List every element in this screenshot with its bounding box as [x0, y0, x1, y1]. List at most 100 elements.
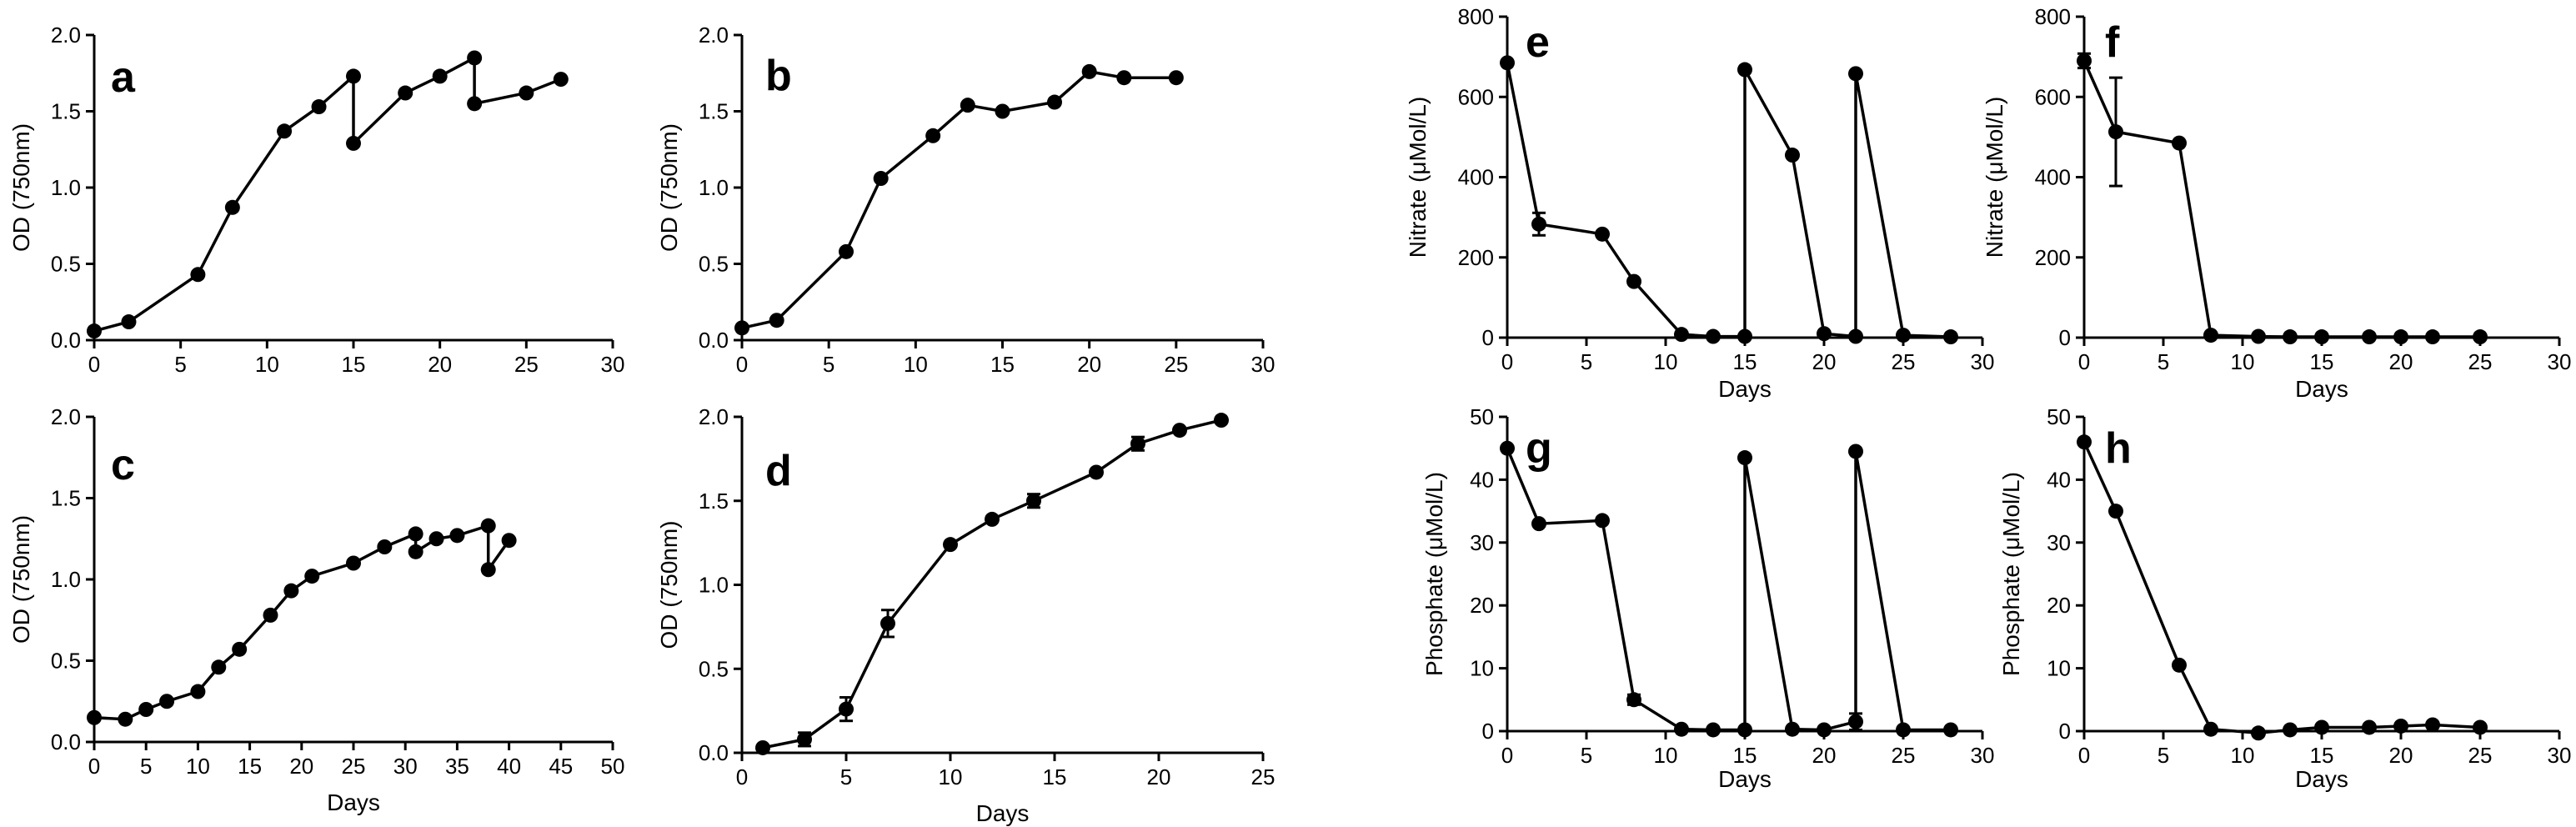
data-point [2473, 329, 2488, 345]
data-point [839, 701, 854, 717]
data-point [1848, 714, 1863, 729]
data-point [1168, 70, 1184, 86]
data-point [138, 702, 154, 717]
data-point [346, 555, 361, 571]
panel-f: 0 5 10 15 20 25 30 0 200 400 600 800 Nitrate (μMol/L… [1982, 4, 2571, 402]
x-axis-title: Days [2295, 766, 2348, 792]
x-tick-label: 20 [1812, 743, 1837, 768]
x-tick-label: 20 [2389, 349, 2413, 374]
x-axis-title: Days [1718, 766, 1772, 792]
y-tick-label: 600 [1458, 84, 1494, 109]
y-tick-label: 0.5 [699, 656, 729, 681]
panel-d: 0 5 10 15 20 25 0.0 0.5 1.0 1.5 2.0 OD (750nm) Days d [656, 404, 1275, 826]
y-tick-label: 0.5 [51, 252, 81, 277]
data-point [2251, 725, 2266, 741]
data-point [755, 739, 770, 755]
data-point [1706, 328, 1721, 344]
panel-e: 0 5 10 15 20 25 30 0 200 400 600 800 Nitrate (μMol/L… [1405, 4, 1994, 402]
data-point [346, 68, 361, 84]
data-point [1943, 329, 1958, 345]
y-tick-label: 40 [2047, 467, 2071, 492]
data-point [2108, 124, 2123, 140]
data-point [311, 99, 327, 115]
panel-g: 0 5 10 15 20 25 30 0 10 20 30 40 50 Phosphate (μMol/L… [1421, 404, 1994, 792]
data-point [1214, 413, 1229, 429]
y-tick-label: 400 [1458, 165, 1494, 190]
x-tick-label: 30 [393, 754, 418, 779]
panel-letter: f [2105, 18, 2120, 67]
data-point [232, 641, 248, 657]
panel-h: 0 5 10 15 20 25 30 0 10 20 30 40 50 Phosphate (μMol/L… [1998, 404, 2571, 792]
data-point [480, 562, 496, 578]
data-point [408, 544, 423, 559]
y-tick-label: 10 [1470, 656, 1494, 681]
series-line [1506, 62, 1952, 338]
data-point [211, 659, 227, 675]
data-point [87, 709, 102, 725]
data-point [1817, 722, 1832, 738]
data-point [1896, 328, 1911, 343]
data-point [2425, 717, 2440, 733]
x-tick-label: 10 [1654, 349, 1678, 374]
y-tick-label: 1.5 [699, 489, 729, 514]
data-point [121, 314, 137, 330]
y-tick-label: 1.5 [699, 99, 729, 124]
y-tick-label: 30 [1470, 530, 1494, 555]
y-tick-label: 50 [2047, 404, 2071, 429]
y-tick-label: 200 [2035, 245, 2071, 270]
y-axis-title: OD (750nm) [656, 123, 682, 252]
panel-letter: c [111, 441, 135, 489]
x-tick-label: 20 [1147, 764, 1171, 789]
series-line [741, 70, 1176, 330]
y-tick-label: 0.0 [51, 729, 81, 754]
x-tick-label: 15 [990, 352, 1015, 377]
data-point [118, 711, 133, 727]
panel-letter: b [765, 52, 792, 100]
x-tick-label: 45 [549, 754, 573, 779]
x-tick-label: 10 [1654, 743, 1678, 768]
data-point [880, 615, 895, 631]
y-axis-title: Phosphate (μMol/L) [1998, 472, 2024, 676]
data-point [1737, 450, 1752, 466]
data-point [1785, 148, 1800, 163]
data-point [1531, 216, 1546, 232]
data-point [2077, 434, 2092, 450]
y-axis-title: Phosphate (μMol/L) [1421, 472, 1447, 676]
y-tick-label: 2.0 [51, 23, 81, 48]
y-tick-label: 0 [1482, 325, 1494, 350]
x-tick-label: 0 [88, 352, 100, 377]
data-point [263, 607, 278, 623]
y-tick-label: 0.0 [699, 328, 729, 353]
x-axis-title: Days [976, 800, 1030, 826]
series-line [1506, 448, 1951, 732]
data-point [1943, 722, 1958, 738]
data-point [432, 68, 448, 84]
x-tick-label: 0 [2078, 349, 2090, 374]
data-point [1531, 516, 1546, 532]
panel-a: 0 5 10 15 20 25 30 0.0 0.5 1.0 1.5 2.0 OD (750nm) a [8, 23, 624, 377]
x-axis-title: Days [327, 789, 380, 815]
x-tick-label: 10 [2231, 349, 2255, 374]
x-tick-label: 5 [1581, 743, 1592, 768]
x-tick-label: 15 [342, 352, 366, 377]
series-line [93, 55, 562, 333]
data-point [1848, 328, 1863, 344]
y-tick-label: 20 [1470, 593, 1494, 618]
x-axis-title: Days [1718, 376, 1772, 402]
y-tick-label: 50 [1470, 404, 1494, 429]
data-point [960, 98, 975, 113]
x-tick-label: 10 [2231, 743, 2255, 768]
data-point [480, 518, 496, 534]
x-tick-label: 30 [2548, 743, 2572, 768]
y-tick-label: 0.5 [51, 649, 81, 674]
panel-c: 0 5 10 15 20 25 30 35 40 45 50 0.0 0.5 1.0 1.5 2.0 OD (7… [8, 404, 624, 815]
x-tick-label: 25 [1892, 743, 1916, 768]
y-tick-label: 0 [1482, 719, 1494, 744]
data-point [734, 320, 749, 336]
data-point [1047, 94, 1062, 110]
x-tick-label: 5 [840, 764, 852, 789]
x-tick-label: 5 [174, 352, 186, 377]
data-point [1595, 226, 1610, 242]
data-point [769, 313, 784, 328]
